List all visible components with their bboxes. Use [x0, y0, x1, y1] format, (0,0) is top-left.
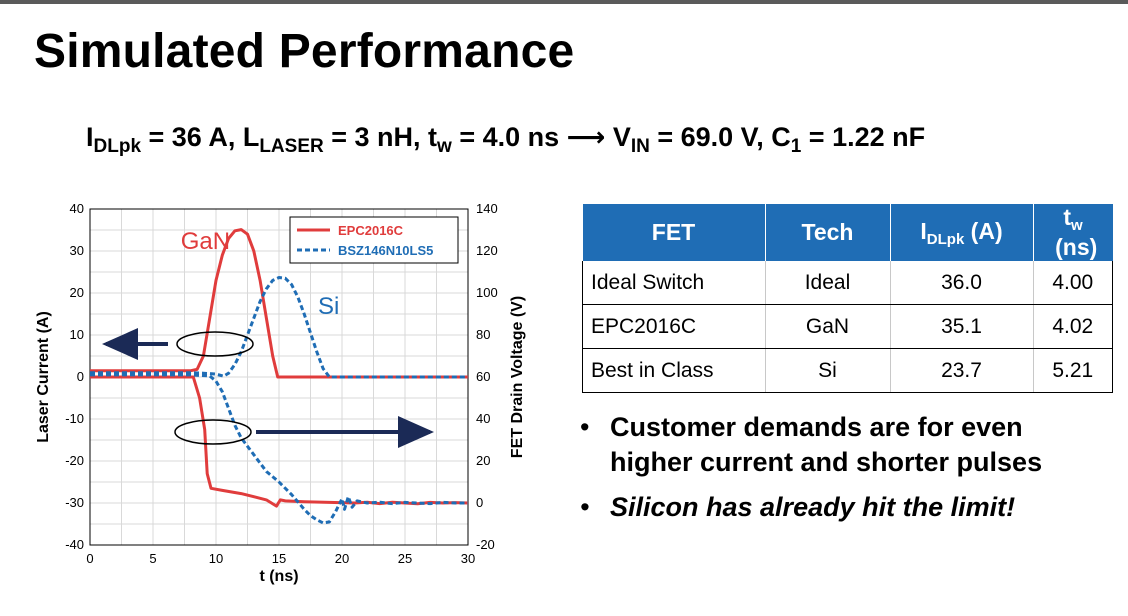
header-fet: FET [582, 204, 765, 261]
y2-tick-label: 0 [476, 495, 483, 510]
x-tick-label: 20 [335, 551, 349, 566]
eq-c-value: = 1.22 nF [801, 122, 926, 152]
cell-tech: GaN [764, 304, 890, 349]
y2-axis-label: FET Drain Voltage (V) [509, 296, 526, 458]
header-idlpk-main: I [920, 217, 927, 244]
eq-t-symbol: t [428, 122, 438, 152]
cell-idlpk: 23.7 [889, 348, 1033, 393]
y-tick-label: 0 [77, 369, 84, 384]
eq-i-value: = 36 A, [141, 122, 243, 152]
eq-v-value: = 69.0 V, [649, 122, 772, 152]
header-idlpk-unit: (A) [964, 217, 1003, 244]
waveform-chart: 0 5 10 15 20 25 30 -40 -30 -20 -10 0 10 20 30 40 -20 0 20 4… [35, 201, 526, 585]
y2-tick-label: 140 [476, 201, 498, 216]
y2-tick-label: -20 [476, 537, 495, 552]
y2-tick-label: 80 [476, 327, 490, 342]
y-tick-label: -10 [65, 411, 84, 426]
eq-i-sub: DLpk [93, 136, 142, 157]
annotation-label: Si [318, 293, 339, 320]
eq-v-symbol: V [612, 122, 631, 152]
operating-point-equation: IDLpk = 36 A, LLASER = 3 nH, tw = 4.0 ns… [86, 122, 925, 158]
y-tick-label: 10 [70, 327, 84, 342]
bullet-item: Silicon has already hit the limit! [580, 490, 1090, 525]
fet-comparison-table: FET Tech IDLpk (A) tw (ns) Ideal Switch … [582, 204, 1113, 393]
x-axis-label: t (ns) [259, 568, 298, 585]
x-tick-label: 10 [209, 551, 223, 566]
eq-i-symbol: I [86, 122, 94, 152]
voltage-axis-ellipse [174, 419, 252, 445]
cell-fet: Ideal Switch [582, 261, 765, 305]
header-idlpk: IDLpk (A) [889, 204, 1033, 261]
eq-t-value: = 4.0 ns ⟶ [451, 122, 613, 152]
y-axis-label: Laser Current (A) [35, 311, 52, 443]
eq-c-sub: 1 [790, 136, 802, 157]
cell-tech: Ideal [764, 261, 890, 305]
series-line-epc2016c-voltage [90, 375, 469, 508]
table-header-row: FET Tech IDLpk (A) tw (ns) [582, 204, 1113, 261]
x-tick-label: 5 [149, 551, 156, 566]
table-row: Ideal Switch Ideal 36.0 4.00 [582, 261, 1113, 305]
header-tw: tw (ns) [1032, 204, 1113, 261]
legend-label: BSZ146N10LS5 [338, 243, 433, 258]
eq-c-symbol: C [771, 122, 791, 152]
header-tech: Tech [764, 204, 890, 261]
eq-t-sub: w [437, 136, 452, 157]
bullet-list: Customer demands are for even higher cur… [580, 410, 1090, 535]
y-tick-label: 20 [70, 285, 84, 300]
top-rule [0, 0, 1128, 4]
table-row: EPC2016C GaN 35.1 4.02 [582, 304, 1113, 349]
y-tick-label: -20 [65, 453, 84, 468]
y2-tick-label: 100 [476, 285, 498, 300]
series-line-epc2016c-current [90, 228, 468, 379]
eq-l-symbol: L [242, 122, 260, 152]
cell-tech: Si [764, 348, 890, 393]
x-tick-label: 25 [398, 551, 412, 566]
y-tick-label: -30 [65, 495, 84, 510]
series-line-bsz146n10ls5-voltage [90, 373, 468, 525]
cell-idlpk: 35.1 [889, 304, 1033, 349]
cell-idlpk: 36.0 [889, 261, 1033, 305]
series-line-bsz146n10ls5-current [90, 276, 468, 379]
y-tick-label: 40 [70, 201, 84, 216]
y2-tick-label: 60 [476, 369, 490, 384]
bullet-item: Customer demands are for even higher cur… [580, 410, 1090, 480]
chart-legend: EPC2016C BSZ146N10LS5 [289, 216, 459, 264]
header-tw-main: t [1063, 204, 1071, 230]
current-axis-ellipse [176, 331, 254, 357]
cell-fet: Best in Class [582, 348, 765, 393]
y2-tick-label: 120 [476, 243, 498, 258]
eq-l-sub: LASER [259, 136, 324, 157]
cell-tw: 4.00 [1032, 261, 1113, 305]
y2-tick-label: 40 [476, 411, 490, 426]
legend-label: EPC2016C [338, 223, 404, 238]
x-tick-label: 15 [272, 551, 286, 566]
x-tick-label: 0 [86, 551, 93, 566]
table-row: Best in Class Si 23.7 5.21 [582, 348, 1113, 393]
x-tick-label: 30 [461, 551, 475, 566]
cell-fet: EPC2016C [582, 304, 765, 349]
cell-tw: 4.02 [1032, 304, 1113, 349]
eq-l-value: = 3 nH, [323, 122, 429, 152]
y-tick-label: 30 [70, 243, 84, 258]
cell-tw: 5.21 [1032, 348, 1113, 393]
header-tw-sub: w [1071, 217, 1083, 234]
header-idlpk-sub: DLpk [926, 230, 965, 248]
annotation-label: GaN [181, 228, 230, 255]
header-tw-unit: (ns) [1048, 234, 1098, 260]
eq-v-sub: IN [630, 136, 650, 157]
y-tick-label: -40 [65, 537, 84, 552]
slide-title: Simulated Performance [34, 25, 575, 78]
y2-tick-label: 20 [476, 453, 490, 468]
